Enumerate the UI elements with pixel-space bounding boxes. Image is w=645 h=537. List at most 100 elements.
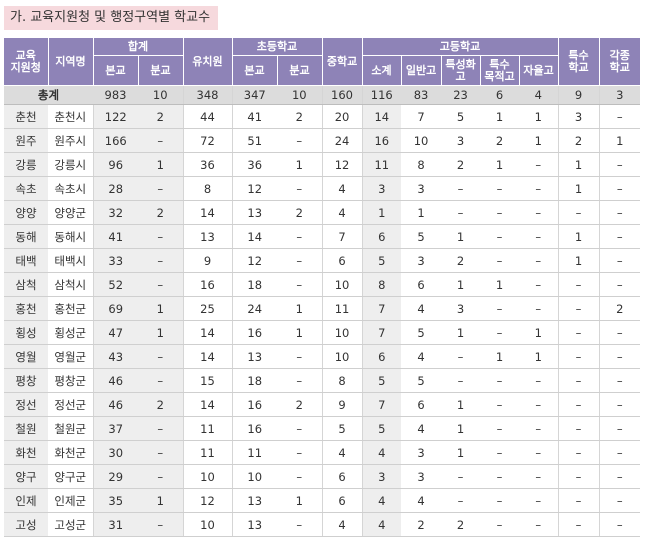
value-cell: 36: [232, 152, 277, 177]
header-total-group: 합계: [93, 38, 184, 56]
office-cell: 동해: [4, 224, 48, 249]
value-cell: 15: [183, 368, 233, 393]
value-cell: 1: [558, 176, 600, 201]
value-cell: –: [599, 440, 641, 465]
value-cell: 1: [558, 248, 600, 273]
value-cell: –: [277, 416, 323, 441]
value-cell: –: [480, 320, 520, 345]
value-cell: 1: [441, 272, 481, 297]
office-cell: 영월: [4, 344, 48, 369]
office-cell: 속초: [4, 176, 48, 201]
value-cell: –: [138, 128, 184, 153]
value-cell: –: [480, 512, 520, 537]
value-cell: 2: [277, 104, 323, 129]
value-cell: 1: [480, 152, 520, 177]
value-cell: 1: [519, 320, 559, 345]
table-row: 원주 원주시 166–72 51–24 16 10 3 2 1 2 1: [4, 128, 641, 153]
header-total-branch: 분교: [138, 55, 184, 86]
table-row: 횡성 횡성군 47 1 14 16 1 10 7 5 1–1– –: [4, 320, 641, 345]
value-cell: –: [519, 224, 559, 249]
value-cell: 18: [232, 368, 277, 393]
value-cell: 1: [480, 104, 520, 129]
region-cell: 횡성군: [48, 320, 94, 345]
value-cell: 1: [138, 320, 184, 345]
value-cell: 8: [362, 272, 402, 297]
value-cell: –: [599, 488, 641, 513]
value-cell: –: [558, 320, 600, 345]
value-cell: –: [277, 464, 323, 489]
value-cell: –: [138, 344, 184, 369]
office-cell: 홍천: [4, 296, 48, 321]
office-cell: 화천: [4, 440, 48, 465]
value-cell: 1: [480, 272, 520, 297]
value-cell: –: [558, 368, 600, 393]
region-cell: 정선군: [48, 392, 94, 417]
value-cell: 4: [322, 512, 363, 537]
value-cell: 11: [322, 296, 363, 321]
value-cell: 1: [138, 488, 184, 513]
value-cell: 3: [401, 176, 442, 201]
region-cell: 고성군: [48, 512, 94, 537]
value-cell: 6: [401, 272, 442, 297]
value-cell: –: [519, 200, 559, 225]
value-cell: 13: [232, 344, 277, 369]
value-cell: 5: [362, 368, 402, 393]
value-cell: 1: [441, 416, 481, 441]
table-row: 양양 양양군 32 2 14 13 2 4 1 1– – – – –: [4, 200, 641, 225]
value-cell: 4: [401, 416, 442, 441]
value-cell: 1: [519, 128, 559, 153]
value-cell: 18: [232, 272, 277, 297]
total-cell: 9: [558, 85, 600, 105]
value-cell: –: [519, 368, 559, 393]
table-row: 삼척 삼척시 52–16 18–10 8 6 1 1– – –: [4, 272, 641, 297]
value-cell: 1: [277, 152, 323, 177]
value-cell: 13: [232, 200, 277, 225]
value-cell: 10: [401, 128, 442, 153]
value-cell: 1: [138, 152, 184, 177]
total-cell: 83: [401, 85, 442, 105]
value-cell: 5: [322, 416, 363, 441]
table-row: 화천 화천군 30–11 11–4 4 3 1– – – –: [4, 440, 641, 465]
value-cell: 14: [232, 224, 277, 249]
value-cell: 51: [232, 128, 277, 153]
region-cell: 평창군: [48, 368, 94, 393]
value-cell: 5: [441, 104, 481, 129]
table-row: 동해 동해시 41–13 14–7 6 5 1– –1–: [4, 224, 641, 249]
value-cell: 14: [183, 344, 233, 369]
value-cell: –: [519, 488, 559, 513]
office-cell: 삼척: [4, 272, 48, 297]
value-cell: 10: [183, 464, 233, 489]
value-cell: 20: [322, 104, 363, 129]
value-cell: –: [138, 224, 184, 249]
value-cell: –: [138, 176, 184, 201]
value-cell: 13: [232, 488, 277, 513]
table-row: 인제 인제군 35 1 12 13 1 6 4 4– – – – –: [4, 488, 641, 513]
table-row: 양구 양구군 29–10 10–6 3 3– – – – –: [4, 464, 641, 489]
header-row-1: 교육 지원청 지역명 합계 유치원 초등학교 중학교 고등학교 특수 학교 각종…: [4, 38, 641, 86]
value-cell: –: [138, 272, 184, 297]
value-cell: –: [599, 176, 641, 201]
value-cell: –: [277, 512, 323, 537]
value-cell: 1: [558, 152, 600, 177]
value-cell: 14: [183, 392, 233, 417]
total-cell: 23: [441, 85, 481, 105]
value-cell: 30: [93, 440, 138, 465]
value-cell: 14: [183, 320, 233, 345]
value-cell: 12: [232, 176, 277, 201]
value-cell: 10: [322, 344, 363, 369]
value-cell: 3: [401, 248, 442, 273]
region-cell: 철원군: [48, 416, 94, 441]
value-cell: 12: [232, 248, 277, 273]
region-cell: 양구군: [48, 464, 94, 489]
header-region: 지역명: [48, 38, 94, 86]
value-cell: 44: [183, 104, 233, 129]
value-cell: 1: [441, 440, 481, 465]
value-cell: 52: [93, 272, 138, 297]
value-cell: 2: [138, 392, 184, 417]
value-cell: –: [138, 440, 184, 465]
value-cell: 37: [93, 416, 138, 441]
value-cell: 13: [232, 512, 277, 537]
value-cell: 1: [277, 296, 323, 321]
region-cell: 양양군: [48, 200, 94, 225]
value-cell: 6: [322, 248, 363, 273]
